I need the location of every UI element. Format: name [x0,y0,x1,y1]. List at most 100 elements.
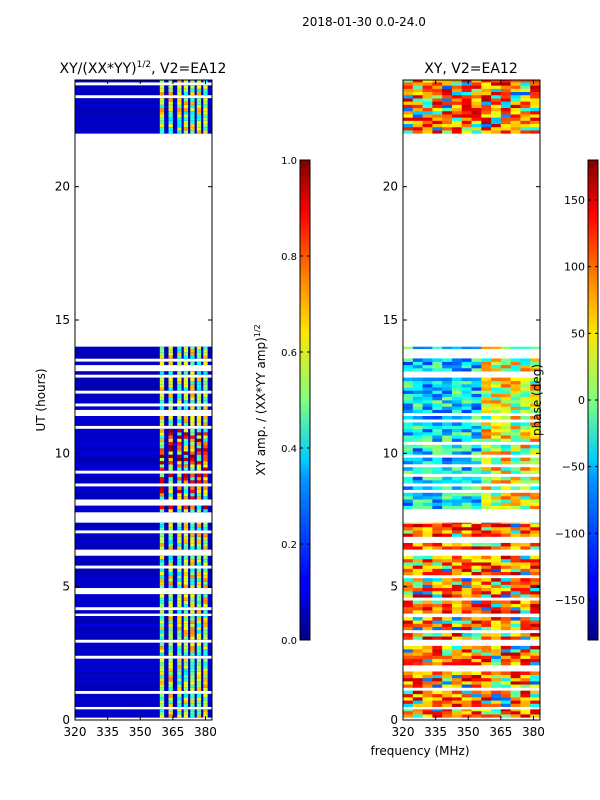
phase-cell [530,571,540,576]
amplitude-cell [75,489,212,494]
phase-cell [451,104,463,109]
phase-cell [403,480,414,484]
amplitude-cell [203,85,208,89]
phase-cell [442,533,453,537]
amplitude-cell [203,98,208,102]
phase-cell [442,403,453,407]
phase-cell [451,526,463,531]
amplitude-cell [159,539,165,544]
phase-cell [481,655,492,659]
amplitude-cell [196,117,202,121]
phase-cell [442,91,453,96]
phase-cell [471,568,482,573]
amplitude-cell [168,523,173,528]
amplitude-cell [177,558,182,563]
phase-cell [442,384,453,388]
phase-cell [471,451,482,455]
amplitude-cell [190,486,195,490]
amplitude-cell [75,693,212,698]
amplitude-cell [159,620,165,624]
amplitude-cell [203,460,208,465]
phase-cell [403,428,414,433]
phase-cell [403,85,414,89]
phase-cell [510,623,521,627]
phase-cell [471,396,482,401]
amplitude-cell [75,562,212,566]
phase-cell [510,409,521,414]
phase-cell [520,130,531,134]
amplitude-cell [203,709,208,712]
amplitude-cell [159,574,165,579]
amplitude-cell [190,546,195,550]
amplitude-ytick-label: 5 [62,580,70,594]
amplitude-cell [203,454,208,458]
phase-cell [520,88,531,93]
amplitude-cell [203,104,208,109]
amplitude-cell [159,674,165,679]
amplitude-cell [190,703,195,707]
amplitude-cell [75,492,212,497]
phase-cell [500,425,511,430]
phase-cell [491,606,502,611]
phase-cell [461,476,472,481]
amplitude-cell [177,91,182,96]
phase-cell [481,364,492,369]
amplitude-cell [196,681,202,685]
amplitude-cell [203,393,208,398]
phase-cell [471,620,482,624]
phase-cell [530,451,540,455]
amplitude-cell [168,617,173,621]
phase-cell [481,91,492,96]
phase-cell [530,636,540,640]
phase-cell [422,571,433,576]
phase-cell [451,542,463,547]
phase-cell [403,674,414,679]
amplitude-ytick-label: 0 [62,713,70,727]
phase-cell [500,710,511,715]
amplitude-cell [159,658,165,663]
phase-cell [510,98,521,102]
amplitude-cell [203,649,208,653]
amplitude-cell [203,539,208,544]
amplitude-cell [203,710,208,715]
amplitude-cell [168,620,173,624]
amplitude-cell [196,633,202,637]
phase-cell [500,492,511,497]
amplitude-cell [75,523,212,528]
phase-cell [530,522,540,525]
phase-cell [412,623,423,627]
amplitude-cell [159,522,165,525]
phase-cell [520,432,531,436]
amplitude-cell [196,642,202,647]
phase-cell [422,636,433,640]
phase-cell [432,451,443,455]
phase-cell [442,428,453,433]
amplitude-cell [190,652,195,656]
phase-cell [451,435,463,439]
phase-cell [451,681,463,685]
phase-cell [520,623,531,627]
phase-cell [461,117,472,121]
amplitude-cell [203,492,208,497]
phase-cell [403,94,414,99]
phase-cell [491,384,502,388]
phase-cell [442,85,453,89]
phase-cell [432,130,443,134]
amplitude-cell [203,594,208,598]
amplitude-ytick-label: 10 [55,446,70,460]
amplitude-cell [196,597,202,601]
amplitude-cell [75,406,212,410]
amplitude-cell [183,677,189,682]
amplitude-cell [203,473,208,478]
amplitude-cell [75,377,212,382]
amplitude-cell [203,546,208,550]
amplitude-cell [190,626,195,631]
phase-cell [451,368,463,372]
amplitude-cell [75,448,212,452]
phase-cell [442,435,453,439]
phase-cell [403,88,414,93]
phase-cell [520,496,531,500]
amplitude-cell [183,703,189,707]
phase-cell [422,451,433,455]
amplitude-cell [190,384,195,388]
